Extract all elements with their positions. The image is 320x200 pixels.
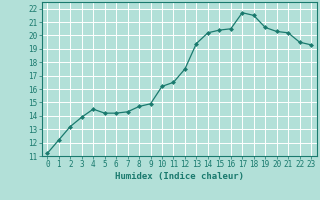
X-axis label: Humidex (Indice chaleur): Humidex (Indice chaleur) bbox=[115, 172, 244, 181]
